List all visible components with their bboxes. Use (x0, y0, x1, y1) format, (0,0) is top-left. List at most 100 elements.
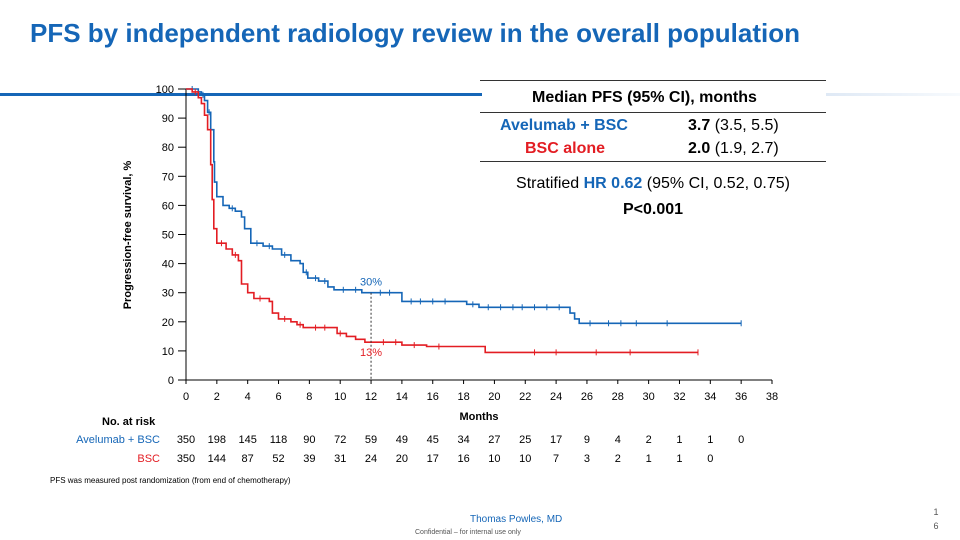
x-tick-label: 32 (673, 391, 685, 403)
x-tick-label: 8 (306, 391, 312, 403)
risk-count: 4 (614, 434, 621, 446)
x-tick-label: 10 (334, 391, 346, 403)
risk-count: 49 (395, 434, 409, 446)
risk-count: 3 (583, 453, 590, 465)
bsc-ci: (1.9, 2.7) (714, 140, 779, 157)
risk-count: 10 (488, 453, 501, 465)
risk-count: 34 (457, 434, 470, 446)
median-box-header-rule (480, 112, 826, 113)
slide-number-digit-1: 1 (933, 507, 939, 517)
risk-count: 52 (272, 453, 285, 465)
y-tick-label: 10 (162, 346, 174, 358)
x-tick-label: 24 (550, 391, 562, 403)
risk-count: 350 (176, 453, 196, 465)
km-curve-avelumab (186, 88, 742, 325)
p-value: P<0.001 (622, 201, 684, 218)
y-tick-label: 0 (168, 375, 174, 387)
x-tick-label: 38 (766, 391, 778, 403)
risk-count: 27 (488, 434, 501, 446)
title-rule-fade (826, 93, 960, 96)
risk-count: 17 (426, 453, 439, 465)
avelumab-ci: (3.5, 5.5) (714, 117, 779, 134)
y-tick-label: 60 (162, 200, 174, 212)
risk-count: 2 (645, 434, 652, 446)
risk-count: 31 (334, 453, 347, 465)
risk-count: 10 (519, 453, 532, 465)
risk-row-label: BSC (137, 453, 160, 465)
x-tick-label: 34 (704, 391, 716, 403)
risk-count: 1 (676, 434, 683, 446)
risk-count: 145 (238, 434, 257, 446)
risk-count: 25 (519, 434, 532, 446)
y-tick-label: 50 (162, 230, 174, 242)
chart-series (186, 86, 742, 356)
risk-count: 144 (207, 453, 226, 465)
title-rule (0, 93, 482, 96)
median-box-top-rule (480, 80, 826, 81)
risk-count: 90 (303, 434, 316, 446)
median-box-header: Median PFS (95% CI), months (532, 89, 757, 106)
risk-count: 45 (426, 434, 439, 446)
x-tick-label: 36 (735, 391, 747, 403)
x-tick-label: 0 (183, 391, 189, 403)
y-tick-label: 40 (162, 259, 174, 271)
hr-label: HR 0.62 (583, 175, 643, 192)
risk-count: 0 (738, 434, 745, 446)
hr-suffix: (95% CI, 0.52, 0.75) (642, 175, 790, 192)
risk-count: 0 (707, 453, 714, 465)
slide-number-digit-2: 6 (933, 521, 939, 531)
chart-annotations: 30% 13% (360, 277, 382, 380)
risk-count: 72 (334, 434, 347, 446)
avelumab-median: 3.7 (688, 117, 711, 134)
risk-count: 1 (707, 434, 714, 446)
median-pfs-box: Median PFS (95% CI), months Avelumab + B… (480, 80, 826, 230)
avelumab-row-value: 3.7 (3.5, 5.5) (688, 117, 779, 135)
risk-count: 9 (583, 434, 590, 446)
x-tick-label: 6 (275, 391, 281, 403)
y-axis-label: Progression-free survival, % (122, 161, 134, 310)
x-tick-label: 16 (427, 391, 439, 403)
x-tick-label: 20 (488, 391, 500, 403)
avelumab-row-label: Avelumab + BSC (500, 117, 628, 134)
risk-count: 198 (207, 434, 226, 446)
x-tick-label: 30 (643, 391, 655, 403)
risk-count: 2 (614, 453, 621, 465)
presenter-name: Thomas Powles, MD (470, 514, 563, 525)
slide-number: 1 6 (931, 505, 941, 533)
km-curve-bsc (186, 88, 698, 354)
risk-count: 20 (395, 453, 409, 465)
y-tick-label: 90 (162, 113, 174, 125)
chart-axes: 0 2 4 6 8 10 12 14 16 18 20 22 24 26 28 30 32 34 36 3801020… (156, 84, 778, 403)
y-tick-label: 30 (162, 288, 174, 300)
x-tick-label: 12 (365, 391, 377, 403)
x-tick-label: 4 (245, 391, 251, 403)
risk-count: 1 (645, 453, 652, 465)
bsc-row-value: 2.0 (1.9, 2.7) (688, 140, 779, 158)
risk-count: 87 (241, 453, 254, 465)
x-tick-label: 14 (396, 391, 408, 403)
x-tick-label: 28 (612, 391, 624, 403)
risk-count: 1 (676, 453, 683, 465)
x-tick-label: 18 (457, 391, 469, 403)
risk-count: 17 (549, 434, 563, 446)
slide-title: PFS by independent radiology review in t… (30, 18, 800, 48)
risk-table-header: No. at risk (102, 416, 156, 428)
risk-count: 16 (457, 453, 470, 465)
risk-row-label: Avelumab + BSC (76, 434, 160, 446)
risk-count: 24 (364, 453, 378, 465)
x-tick-label: 2 (214, 391, 220, 403)
confidential-notice: Confidential – for internal use only (415, 529, 521, 536)
y-tick-label: 20 (162, 317, 174, 329)
risk-count: 350 (176, 434, 196, 446)
footnote: PFS was measured post randomization (fro… (50, 476, 291, 485)
annotation-label: 30% (360, 277, 382, 289)
x-tick-label: 22 (519, 391, 531, 403)
x-axis-label: Months (459, 411, 498, 423)
risk-count: 118 (269, 434, 288, 446)
hazard-ratio: Stratified HR 0.62 (95% CI, 0.52, 0.75) (480, 175, 826, 193)
hr-prefix: Stratified (516, 175, 584, 192)
y-tick-label: 70 (162, 171, 174, 183)
risk-count: 7 (553, 453, 560, 465)
risk-count: 39 (303, 453, 316, 465)
